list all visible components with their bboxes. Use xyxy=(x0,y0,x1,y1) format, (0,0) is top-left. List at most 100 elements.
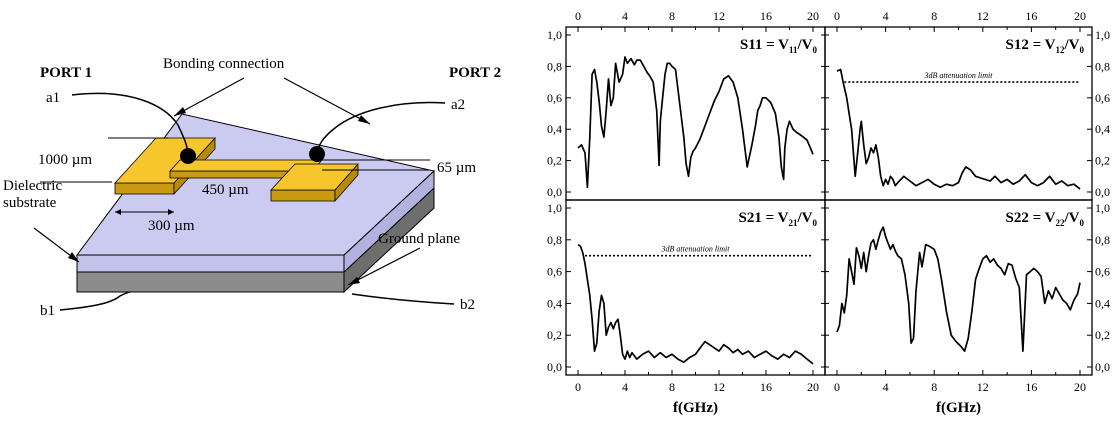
bonding-arrowhead-left xyxy=(174,107,186,116)
x-tick-label: 4 xyxy=(883,9,889,23)
ground-arrow xyxy=(347,247,421,286)
left-pad-side xyxy=(114,182,175,195)
series-line xyxy=(577,243,814,365)
plot-title: S11 = V11/V0 xyxy=(740,37,818,55)
attenuation-limit-label: 3dB attenuation limit xyxy=(924,71,994,80)
x-tick-label: 12 xyxy=(977,380,989,394)
y-tick-label: 0,2 xyxy=(1095,154,1110,168)
chart-panel-2: 0,0 0,2 0,4 0,6 0,8 1,0 0 4 8 12 16 20 S12 = V12/V0 3… xyxy=(824,9,1110,201)
dim-300-arrow-l xyxy=(115,209,121,215)
x-tick-label: 16 xyxy=(760,9,772,23)
dim-300-arrow-r xyxy=(168,209,174,215)
x-tick-label: 4 xyxy=(622,380,628,394)
dim-450-label: 450 µm xyxy=(202,182,249,198)
chart-panel-1: 0,0 0,2 0,4 0,6 0,8 1,0 0 4 8 12 16 20 S11 = V11/V0 xyxy=(547,9,826,201)
x-tick-label: 0 xyxy=(575,380,581,394)
dim-1000-label: 1000 µm xyxy=(38,152,92,168)
y-tick-label: 0,4 xyxy=(1095,122,1110,136)
y-tick-label: 0,0 xyxy=(547,360,562,374)
y-tick-label: 0,8 xyxy=(1095,59,1110,73)
x-tick-label: 12 xyxy=(713,380,725,394)
x-tick-label: 4 xyxy=(622,9,628,23)
y-tick-label: 0,8 xyxy=(547,233,562,247)
right-pad-side xyxy=(270,189,336,202)
y-tick-label: 1,0 xyxy=(1095,201,1110,215)
plot-title: S22 = V22/V0 xyxy=(1006,210,1085,228)
x-tick-label: 12 xyxy=(977,9,989,23)
plot-title: S12 = V12/V0 xyxy=(1006,37,1085,55)
dielectric-arrowhead xyxy=(68,252,79,262)
a2-label: a2 xyxy=(451,97,465,113)
x-tick-label: 12 xyxy=(713,9,725,23)
port1-label: PORT 1 xyxy=(40,65,92,81)
ground-plane-side-front xyxy=(76,271,345,293)
x-tick-label: 8 xyxy=(931,9,937,23)
x-tick-label: 8 xyxy=(669,380,675,394)
x-tick-label: 8 xyxy=(931,380,937,394)
chart-panel-4: 0,0 0,2 0,4 0,6 0,8 1,0 0 4 8 12 16 20 f(GHz) S22 = V… xyxy=(824,199,1110,416)
a1-label: a1 xyxy=(46,90,60,106)
y-tick-label: 1,0 xyxy=(547,28,562,42)
x-axis-label: f(GHz) xyxy=(936,400,981,416)
x-tick-label: 16 xyxy=(1025,9,1037,23)
y-tick-label: 1,0 xyxy=(1095,28,1110,42)
series-line xyxy=(836,226,1081,352)
y-tick-label: 0,2 xyxy=(1095,328,1110,342)
y-tick-label: 0,2 xyxy=(547,154,562,168)
series-line xyxy=(836,68,1081,190)
x-tick-label: 0 xyxy=(575,9,581,23)
attenuation-limit-label: 3dB attenuation limit xyxy=(661,245,731,254)
series-line xyxy=(577,56,814,189)
x-tick-label: 20 xyxy=(807,380,819,394)
dim-65-label: 65 µm xyxy=(437,160,476,176)
y-tick-label: 0,8 xyxy=(547,59,562,73)
x-tick-label: 8 xyxy=(669,9,675,23)
y-tick-label: 0,8 xyxy=(1095,233,1110,247)
b1-label: b1 xyxy=(40,303,55,319)
x-tick-label: 16 xyxy=(760,380,772,394)
wire-b2 xyxy=(351,293,455,305)
x-tick-label: 20 xyxy=(1074,380,1086,394)
y-tick-label: 0,0 xyxy=(1095,360,1110,374)
y-tick-label: 0,4 xyxy=(1095,296,1110,310)
x-tick-label: 4 xyxy=(883,380,889,394)
wire-a2 xyxy=(316,101,446,155)
x-tick-label: 20 xyxy=(1074,9,1086,23)
ground-label: Ground plane xyxy=(378,231,460,247)
x-tick-label: 0 xyxy=(834,9,840,23)
bonding-arrow-left xyxy=(173,77,245,117)
dielectric-label-2: substrate xyxy=(3,195,57,211)
bonding-label: Bonding connection xyxy=(163,56,285,72)
b2-label: b2 xyxy=(460,297,475,313)
plot-frame xyxy=(824,199,1093,376)
bonding-arrowhead-right xyxy=(358,115,370,124)
y-tick-label: 0,6 xyxy=(1095,265,1110,279)
y-tick-label: 1,0 xyxy=(547,201,562,215)
y-tick-label: 0,4 xyxy=(547,296,562,310)
ground-arrowhead xyxy=(348,277,360,285)
y-tick-label: 0,0 xyxy=(1095,185,1110,199)
substrate-side-front xyxy=(76,254,345,273)
y-tick-label: 0,2 xyxy=(547,328,562,342)
y-tick-label: 0,4 xyxy=(547,122,562,136)
plot-title: S21 = V21/V0 xyxy=(739,210,818,228)
bonding-arrow-right xyxy=(283,77,371,125)
y-tick-label: 0,6 xyxy=(547,91,562,105)
port2-label: PORT 2 xyxy=(449,65,501,81)
x-tick-label: 16 xyxy=(1025,380,1037,394)
x-axis-label: f(GHz) xyxy=(673,400,718,416)
wire-b1 xyxy=(59,291,131,311)
wire-a1 xyxy=(71,92,189,157)
plot-frame xyxy=(565,199,826,376)
x-tick-label: 20 xyxy=(807,9,819,23)
dim-300-label: 300 µm xyxy=(148,218,195,234)
y-tick-label: 0,6 xyxy=(547,265,562,279)
y-tick-label: 0,6 xyxy=(1095,91,1110,105)
chart-panel-3: 0,0 0,2 0,4 0,6 0,8 1,0 0 4 8 12 16 20 f(GHz) S21 = V… xyxy=(547,199,826,416)
y-tick-label: 0,0 xyxy=(547,185,562,199)
x-tick-label: 0 xyxy=(834,380,840,394)
device-diagram: PORT 1 PORT 2 Bonding connection a1 a2 b… xyxy=(3,56,501,319)
dielectric-label-1: Dielectric xyxy=(3,178,62,194)
